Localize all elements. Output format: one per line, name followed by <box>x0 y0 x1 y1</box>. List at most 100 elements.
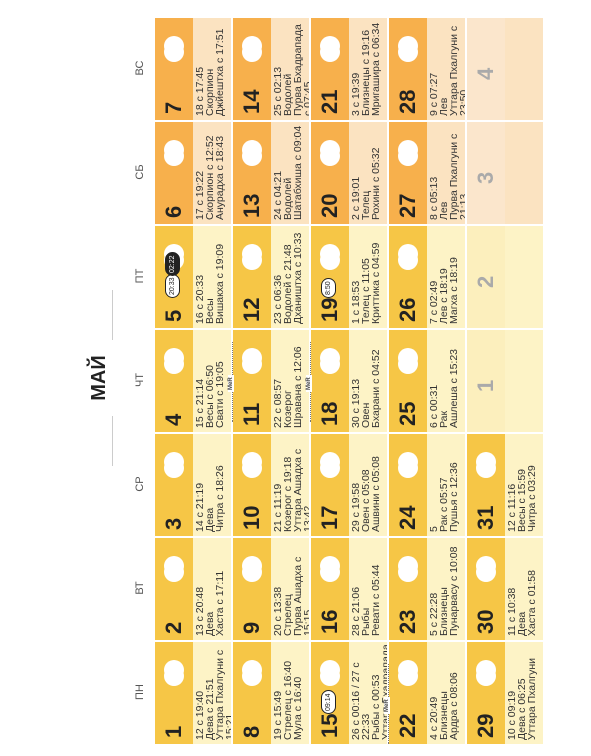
moon-icon <box>164 354 184 374</box>
decor-line <box>112 416 113 466</box>
day-info: 7 с 02:49 Лев с 18:19 Магха с 18:19 <box>428 228 460 324</box>
day-info: 13 с 20:48 Дева Хаста с 17:11 <box>194 540 226 636</box>
day-header: 19 8:50 <box>311 226 349 328</box>
day-info: 29 с 19:58 Овен с 05:08 Ашвини с 05:08 <box>350 436 382 532</box>
day-cell: 31 12 с 11:16 Весы с 15:59 Читра с 03:29 <box>467 434 543 536</box>
day-info: 2 с 19:01 Телец Рохини с 05:32 <box>350 124 382 220</box>
day-header: 9 <box>233 538 271 640</box>
day-info: 14 с 21:19 Дева Читра с 18:26 <box>194 436 226 532</box>
info-line: Уттара Пхалгуни с 15:21 <box>214 649 231 740</box>
day-number: 25 <box>395 401 420 426</box>
info-line: Ардра с 08:06 <box>448 672 460 740</box>
day-cell: 2 <box>467 226 543 328</box>
day-info: 24 с 04:21 Водолей Шатабхиша с 09:04 <box>272 124 304 220</box>
weekday-header: ВС <box>134 60 146 76</box>
day-cell: 4 15 с 21:14 Весы с 06:50 Свати с 19:05 <box>155 330 231 432</box>
day-number: 18 <box>317 401 342 426</box>
day-number: 23 <box>395 609 420 634</box>
info-line: Рохини с 05:32 <box>370 147 382 220</box>
day-cell: 19 8:50 1 с 18:53 Телец с 11:05 Криттика с 0… <box>311 226 387 328</box>
day-cell: 15 09:14 26 с 00:16 / 27 с 22:33 Рыбы с 00:… <box>311 642 387 744</box>
moon-icon <box>398 146 418 166</box>
day-header: 1 <box>467 330 505 432</box>
moon-icon <box>476 458 496 478</box>
moon-icon <box>242 146 262 166</box>
day-number: 8 <box>239 725 264 738</box>
day-number: 31 <box>473 505 498 530</box>
time-badge: 02:22 <box>165 252 180 276</box>
day-info: 9 с 07:27 Лев Уттара Пхалгуни с 23:50 <box>428 20 465 116</box>
day-number: 6 <box>161 205 186 218</box>
day-cell: 22 4 с 20:49 Близнецы Ардра с 08:06 <box>389 642 465 744</box>
day-cell: 9 20 с 13:38 Стрелец Пурва Ашадха с 15:15 <box>233 538 309 640</box>
day-number: 26 <box>395 297 420 322</box>
day-number: 1 <box>161 725 186 738</box>
day-info: 3 с 19:39 Близнецы с 19:16 Мригашира с 06:… <box>350 20 382 116</box>
day-header: 24 <box>389 434 427 536</box>
retro-mark: MeR <box>306 375 312 392</box>
day-cell: 7 18 с 17:45 Скорпион Джйештха с 17:51 <box>155 18 231 120</box>
day-header: 23 <box>389 538 427 640</box>
weekday-header: ПТ <box>134 268 146 284</box>
info-line: Мула с 16:40 <box>292 676 304 740</box>
day-cell: 21 3 с 19:39 Близнецы с 19:16 Мригашира с 0… <box>311 18 387 120</box>
day-header: 2 <box>155 538 193 640</box>
day-header: 22 <box>389 642 427 744</box>
day-cell: 27 8 с 05:13 Лев Пурва Пхалгуни с 21:13 <box>389 122 465 224</box>
day-cell: 1 12 с 19:40 Дева с 21:51 Уттара Пхалгуни с… <box>155 642 231 744</box>
day-number: 19 <box>317 297 342 322</box>
day-number: 20 <box>317 193 342 218</box>
day-cell: 4 <box>467 18 543 120</box>
info-line: Читра с 03:29 <box>526 465 538 532</box>
info-line: Уттара Пхалгуни <box>526 658 538 740</box>
moon-icon <box>320 146 340 166</box>
day-header: 14 <box>233 18 271 120</box>
day-number: 2 <box>473 275 498 288</box>
day-info: 21 с 11:19 Козерог с 19:18 Уттара Ашадха с… <box>272 436 309 532</box>
day-info: 16 с 20:33 Весы Вишакха с 19:09 <box>194 228 226 324</box>
day-number: 21 <box>317 89 342 114</box>
day-number: 30 <box>473 609 498 634</box>
day-info: 8 с 05:13 Лев Пурва Пхалгуни с 21:13 <box>428 124 465 220</box>
info-line: Читра с 18:26 <box>214 465 226 532</box>
moon-icon <box>398 250 418 270</box>
day-number: 4 <box>473 67 498 80</box>
day-number: 1 <box>473 379 498 392</box>
day-cell: 30 11 с 10:38 Дева Хаста с 01:58 <box>467 538 543 640</box>
day-cell: 18 30 с 19:13 Овен Бхарани с 04:52 <box>311 330 387 432</box>
day-info: 22 с 08:57 Козерог Шравана с 12:06 <box>272 332 304 428</box>
moon-icon <box>320 354 340 374</box>
day-info: 5 Рак с 05:57 Пушья с 12:36 <box>428 436 460 532</box>
day-number: 3 <box>473 171 498 184</box>
day-cell: 11 22 с 08:57 Козерог Шравана с 12:06 <box>233 330 309 432</box>
info-line: Криттика с 04:59 <box>370 242 382 324</box>
info-line: Пунарвасу с 10:08 <box>448 546 460 636</box>
info-line: Пушья с 12:36 <box>448 462 460 532</box>
day-header: 16 <box>311 538 349 640</box>
info-line: Ашвини с 05:08 <box>370 456 382 532</box>
day-cell: 16 28 с 21:06 Рыбы Ревати с 05:44 <box>311 538 387 640</box>
day-header: 11 <box>233 330 271 432</box>
info-line: Уттара Пхалгуни с 23:50 <box>448 25 465 116</box>
day-header: 29 <box>467 642 505 744</box>
day-header: 31 <box>467 434 505 536</box>
day-header: 20 <box>311 122 349 224</box>
info-line: Хаста с 17:11 <box>214 570 226 636</box>
info-line: Шравана с 12:06 <box>292 346 304 428</box>
day-number: 7 <box>161 101 186 114</box>
info-line: Хаста с 01:58 <box>526 570 538 636</box>
moon-icon <box>398 562 418 582</box>
moon-icon <box>320 42 340 62</box>
day-info: 12 с 19:40 Дева с 21:51 Уттара Пхалгуни с … <box>194 644 231 740</box>
day-header: 18 <box>311 330 349 432</box>
day-cell: 2 13 с 20:48 Дева Хаста с 17:11 <box>155 538 231 640</box>
moon-icon <box>320 666 340 686</box>
day-number: 28 <box>395 89 420 114</box>
day-info: 6 с 00:31 Рак Ашлеша с 15:23 <box>428 332 460 428</box>
weekday-header: СБ <box>134 164 146 180</box>
info-line: Уттара Ашадха с 13:42 <box>292 448 309 532</box>
moon-icon <box>164 146 184 166</box>
day-header: 21 <box>311 18 349 120</box>
